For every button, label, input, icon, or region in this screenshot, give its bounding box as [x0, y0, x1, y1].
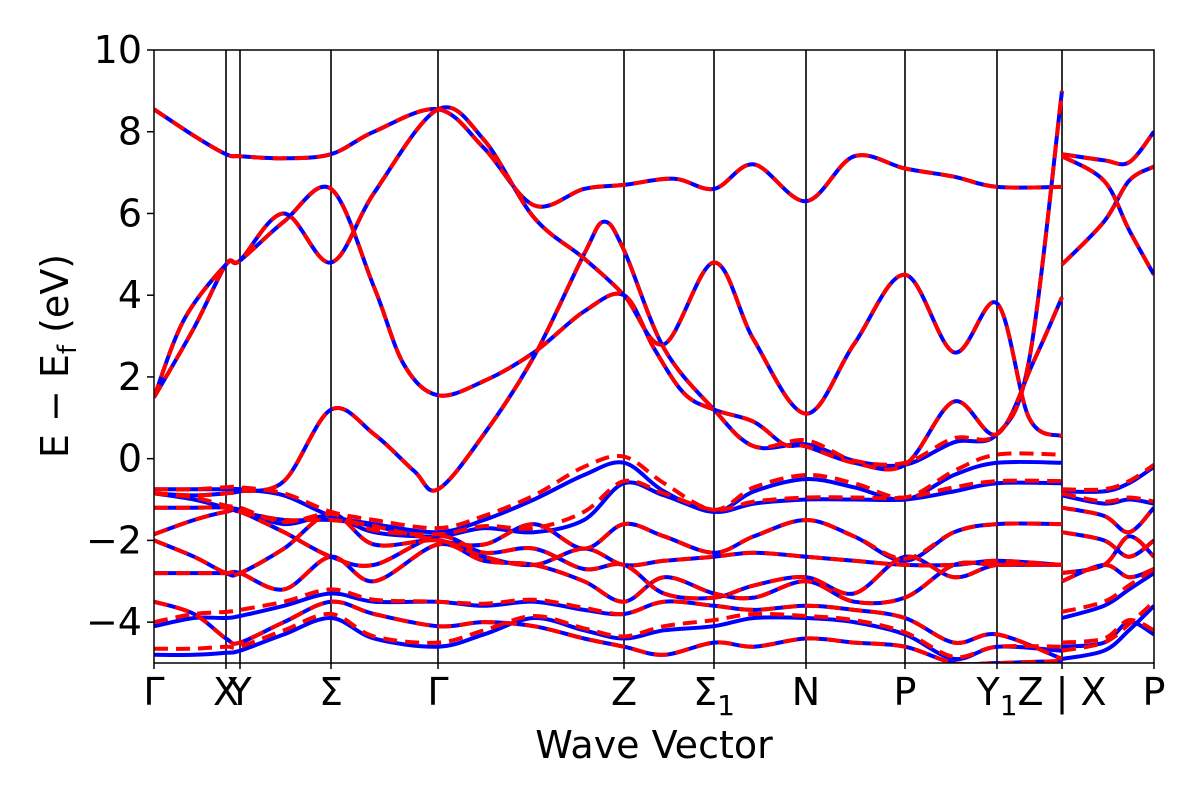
band-red-4 — [154, 451, 1063, 531]
y-tick-label: 6 — [118, 191, 142, 235]
x-tick-label-main: Y — [227, 670, 252, 714]
x-tick-label: Y1 — [975, 670, 1017, 722]
y-tick-label: 0 — [118, 437, 142, 481]
band-red-16 — [1061, 463, 1154, 492]
y-tick-label: −4 — [86, 600, 142, 644]
band-red-13 — [1061, 130, 1154, 167]
x-tick-label-sub: 1 — [717, 689, 735, 722]
x-tick-label: Σ1 — [693, 670, 735, 722]
x-tick-label-main: X — [213, 670, 239, 714]
band-lines — [154, 90, 1154, 663]
x-tick-label-main: N — [792, 670, 820, 714]
band-red-18 — [1061, 505, 1154, 535]
x-tick-label: Y — [227, 670, 252, 714]
band-red-11 — [154, 611, 1063, 660]
band-red-19 — [1061, 530, 1154, 559]
band-red-24 — [1061, 618, 1154, 645]
band-red-17 — [1061, 491, 1154, 504]
x-tick-label-main: P — [894, 670, 917, 714]
band-red-9 — [154, 542, 1062, 606]
y-tick-label: 8 — [118, 110, 142, 154]
band-red-22 — [1061, 567, 1154, 614]
band-red-14 — [1060, 164, 1154, 266]
y-tick-label: −2 — [86, 518, 142, 562]
y-axis-title-main: E − E — [33, 354, 77, 458]
x-tick-label: Z | X — [1017, 670, 1106, 715]
band-blue-24 — [1061, 620, 1154, 649]
x-tick-label: P — [894, 670, 917, 714]
band-blue-22 — [1061, 571, 1154, 620]
band-red-8 — [154, 507, 1063, 601]
band-red-12 — [154, 599, 1063, 663]
band-red-15 — [1061, 154, 1154, 276]
y-axis-title-sub: f — [53, 344, 83, 354]
band-red-20 — [1061, 534, 1154, 576]
x-tick-label-main: P — [1143, 670, 1166, 714]
band-red-23 — [1061, 600, 1154, 653]
band-red-5 — [154, 478, 1063, 537]
x-tick-label: N — [792, 670, 820, 714]
x-tick-label: Σ — [319, 670, 343, 714]
band-red-3 — [154, 90, 1064, 498]
x-tick-label-main: Σ — [693, 670, 717, 714]
band-blue-23 — [1061, 604, 1154, 661]
y-tick-label: 2 — [118, 355, 142, 399]
x-tick-label: Γ — [143, 670, 164, 714]
x-tick-label: X — [213, 670, 239, 714]
x-tick-label-main: Y — [975, 670, 1000, 714]
band-red-10 — [154, 587, 1063, 661]
x-tick-label-sub: 1 — [1000, 689, 1018, 722]
band-red-0 — [154, 184, 1064, 472]
y-axis-ticks: −4 −2 0 2 4 6 8 10 — [86, 28, 154, 644]
band-red-7 — [154, 511, 1063, 578]
x-tick-label-main: Σ — [319, 670, 343, 714]
band-red-6 — [154, 505, 1063, 561]
x-tick-label-main: Γ — [427, 670, 448, 714]
y-tick-label: 10 — [94, 28, 142, 72]
x-tick-label-main: Z | X — [1017, 670, 1106, 715]
x-tick-label-main: Γ — [143, 670, 164, 714]
y-axis-title: E − Ef (eV) — [33, 254, 83, 458]
band-blue-1 — [154, 107, 1063, 209]
band-red-1 — [154, 107, 1063, 209]
y-axis-title-unit: (eV) — [33, 254, 77, 345]
band-blue-0 — [154, 184, 1064, 472]
x-tick-label: P — [1143, 670, 1166, 714]
band-red-2 — [154, 105, 1063, 439]
x-axis-title: Wave Vector — [535, 723, 773, 767]
y-tick-label: 4 — [118, 273, 142, 317]
x-tick-label: Γ — [427, 670, 448, 714]
x-tick-label-main: Z — [611, 670, 637, 714]
x-tick-label: Z — [611, 670, 637, 714]
plot-frame — [153, 49, 1155, 664]
